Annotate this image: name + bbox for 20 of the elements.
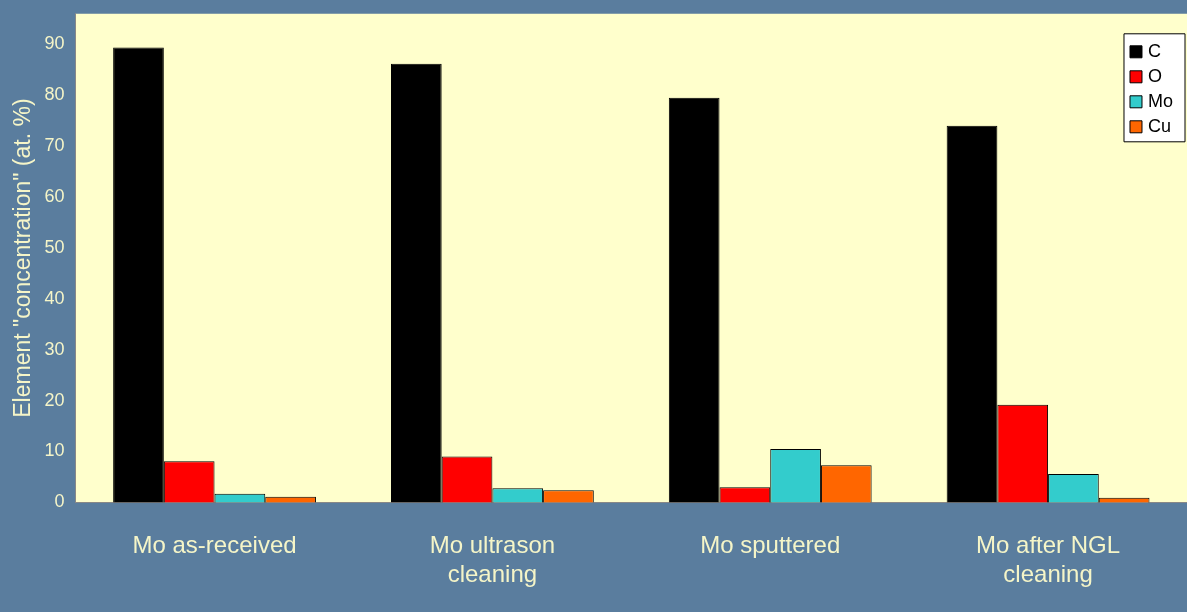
y-tick-label: 40 — [44, 287, 65, 308]
x-tick-label: Mo sputtered — [700, 531, 841, 559]
legend-label: Mo — [1148, 90, 1174, 111]
y-tick-label: 80 — [44, 84, 65, 105]
y-tick-label: 60 — [44, 185, 65, 206]
x-tick-label: Mo ultrason cleaning — [429, 531, 556, 588]
legend-label: O — [1148, 65, 1163, 86]
y-tick-label: 20 — [44, 389, 65, 410]
legend-label: Cu — [1148, 115, 1172, 136]
y-tick-label: 90 — [44, 33, 65, 54]
y-tick-label: 70 — [44, 135, 65, 156]
x-tick-label: Mo as-received — [132, 531, 297, 559]
y-tick-label: 30 — [44, 338, 65, 359]
legend-label: C — [1148, 40, 1161, 61]
y-tick-label: 10 — [44, 440, 65, 461]
y-axis-title: Element "concentration" (at. %) — [9, 98, 36, 418]
y-tick-label: 0 — [54, 491, 65, 512]
x-tick-label: Mo after NGL cleaning — [976, 531, 1121, 588]
bar — [113, 47, 164, 503]
y-tick-label: 50 — [44, 236, 65, 257]
